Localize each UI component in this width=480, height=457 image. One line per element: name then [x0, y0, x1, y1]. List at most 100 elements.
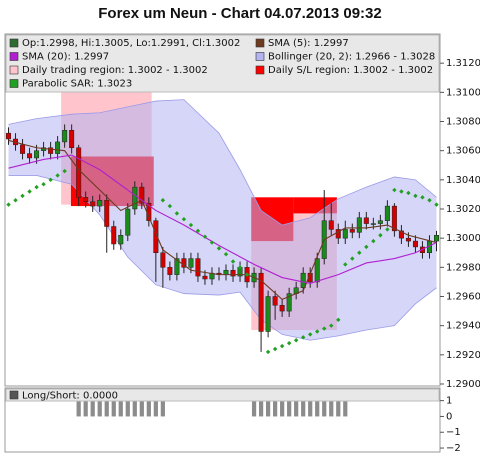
- legend-swatch: [255, 52, 265, 61]
- indicator-bar: [322, 400, 327, 417]
- sar-point: [392, 187, 397, 193]
- candle-body: [412, 240, 418, 248]
- candle-body: [195, 258, 201, 277]
- candle-body: [286, 293, 292, 312]
- legend-label: Daily S/L region: 1.3002 - 1.3002: [268, 65, 433, 76]
- candle-body: [433, 235, 439, 242]
- legend-label: Op:1.2998, Hi:1.3005, Lo:1.2991, Cl:1.30…: [22, 38, 240, 49]
- indicator-bar: [97, 400, 102, 417]
- candle-body: [377, 220, 383, 224]
- candle-body: [48, 147, 54, 154]
- sar-point: [434, 202, 439, 207]
- sar-point: [286, 340, 292, 346]
- candle-body: [6, 132, 12, 140]
- sar-point: [413, 193, 418, 199]
- legend-label: Long/Short: 0.0000: [22, 391, 118, 402]
- y-tick-label: 1.3040: [446, 175, 480, 186]
- candle-body: [111, 226, 117, 245]
- candle-body: [258, 272, 264, 332]
- candle-body: [62, 130, 68, 143]
- sar-point: [195, 228, 201, 234]
- indicator-bar: [132, 400, 137, 417]
- indicator-bar: [125, 400, 130, 417]
- candle-body: [139, 186, 145, 204]
- sar-point: [41, 182, 46, 187]
- bollinger-fill: [8, 99, 437, 341]
- sar-point: [300, 335, 306, 340]
- indicator-bar: [308, 400, 313, 417]
- candle-body: [83, 197, 89, 202]
- candle-body: [104, 200, 110, 227]
- y-tick-label: 1: [446, 396, 452, 407]
- candle-body: [202, 275, 208, 280]
- sar-point: [293, 338, 299, 343]
- sar-point: [188, 222, 194, 228]
- candle-body: [398, 230, 404, 239]
- indicator-bar: [76, 400, 81, 417]
- indicator-bar: [83, 400, 88, 417]
- candle-body: [34, 150, 40, 159]
- legend-label: SMA (5): 1.2997: [268, 38, 349, 49]
- indicator-bar: [336, 400, 341, 417]
- sar-point: [343, 262, 348, 267]
- sar-point: [265, 349, 271, 355]
- sar-point: [364, 244, 369, 250]
- candle-body: [20, 144, 26, 154]
- sar-point: [308, 332, 313, 337]
- candle-body: [370, 223, 376, 225]
- candle-body: [118, 235, 124, 245]
- overlay: 1.2900 1.2920 1.2940 1.2960 1.2980 1.3000 1.30…: [5, 34, 480, 454]
- candle-body: [97, 200, 103, 207]
- sar-point: [6, 202, 11, 207]
- candle-body: [125, 208, 131, 236]
- indicator-bar: [258, 400, 264, 417]
- candle-body: [265, 296, 271, 332]
- legend-label: SMA (20): 1.2997: [22, 52, 109, 63]
- candle-body: [279, 305, 285, 312]
- sar-point: [181, 217, 187, 222]
- y-tick-label: 1.3000: [446, 233, 480, 244]
- y-tick-label: 1.2980: [446, 262, 480, 273]
- sar-point: [420, 195, 425, 200]
- legend-box: [5, 388, 440, 402]
- chart-title: Forex um Neun - Chart 04.07.2013 09:32: [98, 5, 381, 22]
- candle-body: [314, 258, 320, 283]
- legend-swatch: [9, 79, 19, 88]
- legend-swatch: [255, 65, 265, 75]
- candle-body: [363, 217, 369, 224]
- indicator-bar: [315, 400, 320, 417]
- candle-body: [160, 252, 166, 268]
- sar-point: [160, 198, 166, 203]
- sar-point: [399, 189, 404, 194]
- y-tick-label: 1.3080: [446, 117, 480, 128]
- sar-point: [272, 346, 278, 352]
- indicator-bar: [139, 400, 144, 417]
- sar-point: [62, 168, 67, 174]
- indicator-bar: [280, 400, 285, 417]
- sar-point: [336, 317, 341, 323]
- y-tick-label: 1.2940: [446, 321, 480, 332]
- candle-body: [55, 141, 61, 154]
- legend-box: [5, 34, 440, 93]
- y-tick-label: 1.2920: [446, 350, 480, 361]
- indicator-bar: [146, 400, 151, 417]
- y-tick-label: 1.3100: [446, 87, 480, 98]
- candle-body: [405, 237, 411, 242]
- legend-swatch: [9, 65, 19, 75]
- sar-point: [329, 323, 334, 328]
- sar-point: [223, 252, 229, 257]
- legend-swatch: [255, 38, 265, 48]
- candle-body: [223, 270, 229, 275]
- bollinger-upper: [8, 99, 437, 226]
- y-tick-label: 1.2960: [446, 292, 480, 303]
- candle-body: [188, 258, 194, 268]
- legend-swatch: [9, 52, 19, 61]
- candle-body: [300, 272, 306, 288]
- legend-label: Daily trading region: 1.3002 - 1.3002: [22, 65, 208, 76]
- sma-line: [8, 139, 437, 301]
- sar-point: [378, 233, 383, 238]
- sar-point: [55, 173, 60, 178]
- candle-body: [230, 270, 236, 277]
- sma-line: [8, 154, 437, 284]
- sar-point: [34, 184, 39, 190]
